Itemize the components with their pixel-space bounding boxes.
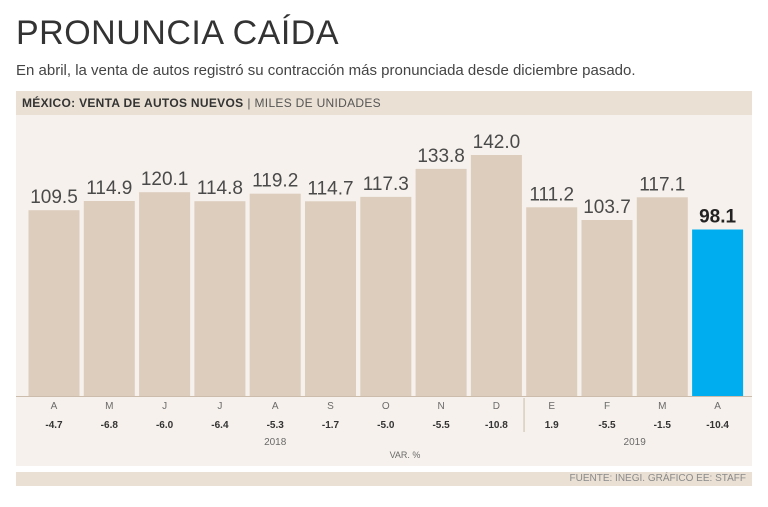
- bar-value-label: 111.2: [529, 184, 574, 205]
- chart-unit-label: MILES DE UNIDADES: [254, 96, 381, 110]
- chart-header-band: MÉXICO: VENTA DE AUTOS NUEVOS | MILES DE U…: [16, 91, 752, 115]
- x-tick-label: M: [658, 401, 666, 412]
- variation-label: -10.4: [706, 420, 729, 431]
- footer-band: [16, 472, 752, 486]
- bar-value-label: 98.1: [699, 207, 736, 228]
- variation-label: -10.8: [485, 420, 508, 431]
- x-tick-label: N: [437, 401, 444, 412]
- bar: [581, 220, 633, 396]
- variation-label: -6.8: [101, 420, 119, 431]
- variation-label: -5.5: [432, 420, 450, 431]
- bar: [360, 196, 412, 396]
- bar-value-label: 142.0: [473, 132, 521, 153]
- x-tick-label: A: [272, 401, 279, 412]
- variation-label: -1.7: [322, 420, 340, 431]
- bar: [470, 155, 522, 396]
- chart-series-title: MÉXICO: VENTA DE AUTOS NUEVOS: [22, 96, 244, 110]
- bar-value-label: 114.8: [197, 178, 243, 199]
- source-credit: FUENTE: INEGI. GRÁFICO EE: STAFF: [569, 473, 747, 484]
- bar-value-label: 119.2: [252, 171, 298, 192]
- page-title: PRONUNCIA CAÍDA: [16, 14, 339, 52]
- bar: [28, 210, 80, 396]
- variation-label: -5.5: [598, 420, 616, 431]
- variation-label: -5.0: [377, 420, 395, 431]
- bar: [194, 201, 246, 396]
- variation-label: 1.9: [545, 420, 559, 431]
- bar-value-label: 109.5: [30, 187, 78, 208]
- bar-value-label: 133.8: [417, 146, 465, 167]
- bar-value-label: 103.7: [583, 197, 631, 218]
- x-tick-label: A: [714, 401, 721, 412]
- x-tick-label: M: [105, 401, 113, 412]
- bar: [636, 197, 688, 396]
- bar-value-label: 120.1: [141, 169, 189, 190]
- x-tick-label: S: [327, 401, 334, 412]
- variation-label: -4.7: [45, 420, 63, 431]
- variation-label: -5.3: [267, 420, 285, 431]
- bar-value-label: 114.9: [86, 178, 132, 199]
- x-tick-label: O: [382, 401, 390, 412]
- bar: [83, 201, 135, 396]
- x-tick-label: J: [217, 401, 222, 412]
- bar: [249, 193, 301, 396]
- year-label: 2019: [624, 437, 647, 448]
- bar-highlighted: [692, 229, 744, 396]
- x-tick-label: F: [604, 401, 610, 412]
- bar-value-label: 117.3: [363, 174, 409, 195]
- variation-label: -6.0: [156, 420, 174, 431]
- bar-value-label: 114.7: [307, 178, 353, 199]
- bar: [139, 192, 191, 396]
- x-tick-label: D: [493, 401, 500, 412]
- bar: [526, 207, 578, 396]
- bar: [305, 201, 356, 396]
- variation-caption: VAR. %: [390, 450, 421, 460]
- header-separator: |: [247, 96, 251, 110]
- x-tick-label: A: [51, 401, 58, 412]
- bar: [415, 168, 467, 396]
- year-label: 2018: [264, 437, 287, 448]
- variation-label: -6.4: [211, 420, 229, 431]
- x-tick-label: J: [162, 401, 167, 412]
- variation-label: -1.5: [654, 420, 672, 431]
- x-tick-label: E: [548, 401, 555, 412]
- bar-value-label: 117.1: [639, 174, 685, 195]
- page-subtitle: En abril, la venta de autos registró su …: [16, 62, 636, 79]
